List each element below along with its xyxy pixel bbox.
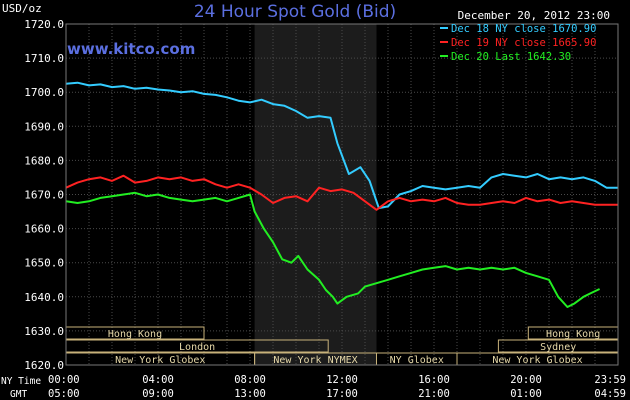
watermark-url: www.kitco.com: [67, 40, 195, 58]
y-tick-label: 1720.0: [24, 18, 64, 31]
y-tick-label: 1620.0: [24, 359, 64, 372]
session-label: Sydney: [540, 342, 576, 353]
ny-time-label: NY Time: [1, 376, 41, 387]
x-tick-label-gmt: 13:00: [234, 388, 266, 400]
legend: Dec 18 NY close 1670.90 Dec 19 NY close 1…: [440, 23, 596, 63]
x-tick-label-gmt: 17:00: [326, 388, 358, 400]
x-tick-label-ny: 12:00: [326, 374, 358, 386]
session-label: Hong Kong: [108, 329, 162, 340]
y-tick-label: 1630.0: [24, 325, 64, 338]
y-unit-label: USD/oz: [2, 2, 42, 15]
y-tick-label: 1660.0: [24, 223, 64, 236]
plot-area: Hong Kong Hong Kong London Sydney New York G…: [65, 23, 619, 366]
chart-date: December 20, 2012 23:00: [458, 9, 610, 22]
x-axis-ticks: 00:00 05:00 04:00 09:00 08:00 13:00 12:00 17:00…: [48, 374, 626, 400]
session-label: New York Globex: [492, 355, 582, 366]
y-tick-label: 1690.0: [24, 120, 64, 133]
x-tick-label-ny: 20:00: [510, 374, 542, 386]
y-tick-label: 1670.0: [24, 189, 64, 202]
x-tick-label-gmt: 01:00: [510, 388, 542, 400]
y-tick-label: 1700.0: [24, 86, 64, 99]
session-label: Hong Kong: [546, 329, 600, 340]
legend-entry: Dec 20 Last 1642.30: [451, 51, 571, 63]
gmt-label: GMT: [10, 389, 27, 400]
y-tick-label: 1650.0: [24, 257, 64, 270]
y-axis-ticks: 1620.0 1630.0 1640.0 1650.0 1660.0 1670.0 1680…: [24, 18, 64, 372]
plot-border: [65, 23, 619, 366]
y-tick-label: 1640.0: [24, 291, 64, 304]
x-tick-label-gmt: 05:00: [48, 388, 80, 400]
series-line-2: [65, 174, 618, 211]
x-tick-label-ny: 00:00: [48, 374, 80, 386]
chart-title: 24 Hour Spot Gold (Bid): [194, 2, 396, 22]
legend-entry: Dec 19 NY close 1665.90: [451, 37, 596, 49]
session-label: London: [179, 342, 215, 353]
y-tick-label: 1680.0: [24, 154, 64, 167]
session-label: NY Globex: [390, 355, 444, 366]
session-label: New York Globex: [115, 355, 205, 366]
x-tick-label-ny: 16:00: [418, 374, 450, 386]
series-lines: [65, 81, 618, 308]
y-tick-label: 1710.0: [24, 52, 64, 65]
x-tick-label-gmt: 09:00: [142, 388, 174, 400]
session-label: New York NYMEX: [273, 355, 357, 366]
x-tick-label-ny: 23:59: [594, 374, 626, 386]
series-line-1: [65, 81, 618, 210]
x-tick-label-gmt: 21:00: [418, 388, 450, 400]
grid-lines: [66, 23, 618, 366]
x-tick-label-ny: 08:00: [234, 374, 266, 386]
legend-entry: Dec 18 NY close 1670.90: [451, 23, 596, 35]
x-tick-label-ny: 04:00: [142, 374, 174, 386]
x-tick-label-gmt: 04:59: [594, 388, 626, 400]
series-line-3: [65, 191, 601, 308]
